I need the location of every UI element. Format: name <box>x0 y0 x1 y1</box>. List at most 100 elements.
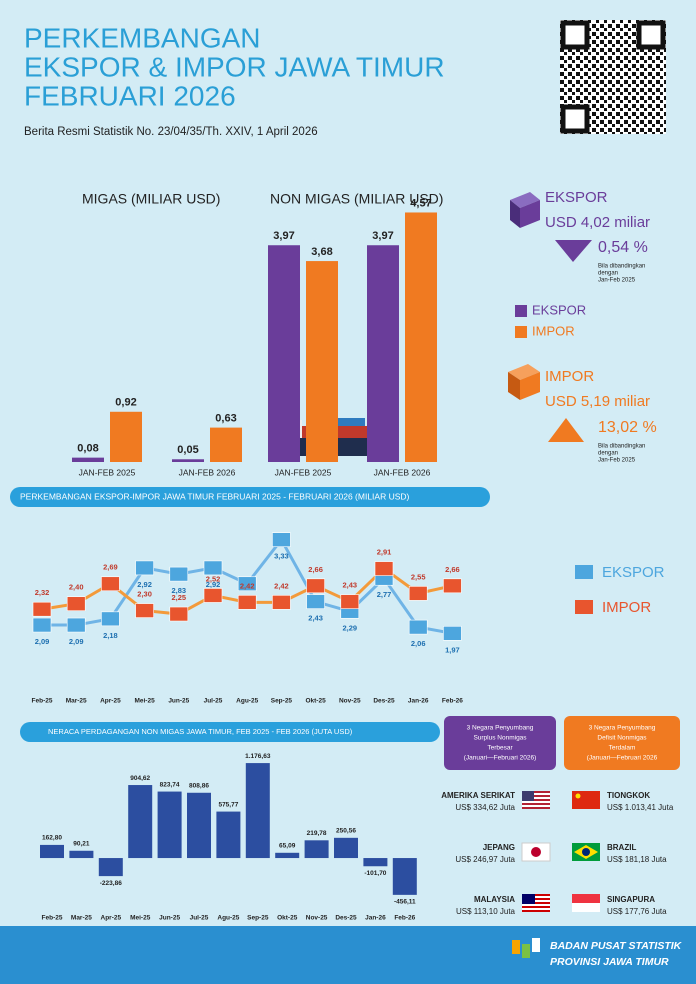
value-label: 0,63 <box>215 413 236 425</box>
value-label: 2,09 <box>69 637 84 646</box>
bar <box>72 457 104 462</box>
value-label: 2,43 <box>308 614 323 623</box>
subtitle: Berita Resmi Statistik No. 23/04/35/Th. … <box>24 126 318 138</box>
bar <box>157 791 182 859</box>
bar <box>275 852 300 859</box>
title-line: EKSPOR & IMPOR JAWA TIMUR <box>24 51 445 82</box>
value-label: 0,08 <box>77 443 98 455</box>
value-label: 4,57 <box>410 197 431 209</box>
partner-heading: Terdalam <box>609 745 636 752</box>
x-tick-label: Jun-25 <box>159 915 180 922</box>
value-label: 3,33 <box>274 552 289 561</box>
value-label: 2,29 <box>342 623 357 632</box>
qr-code <box>560 20 666 134</box>
point-marker <box>135 603 154 618</box>
point-marker <box>306 578 325 594</box>
point-marker <box>203 560 223 576</box>
value-label: 2,42 <box>274 581 289 590</box>
bar <box>216 811 241 859</box>
bar <box>367 245 399 462</box>
country-value: US$ 181,18 Juta <box>607 855 667 864</box>
legend-label: IMPOR <box>532 323 575 338</box>
value-label: 904,62 <box>130 775 150 782</box>
surplus-box <box>444 716 556 770</box>
summary-note: dengan <box>598 451 618 457</box>
value-label: 808,86 <box>189 782 209 789</box>
point-marker <box>32 601 52 617</box>
value-label: 250,56 <box>336 828 356 835</box>
x-tick-label: Sep-25 <box>271 698 293 705</box>
bar <box>363 858 388 867</box>
summary-label: IMPOR <box>545 368 594 385</box>
country-name: BRAZIL <box>607 843 636 852</box>
value-label: 2,09 <box>35 637 50 646</box>
value-label: 2,18 <box>103 631 118 640</box>
point-marker <box>408 586 428 601</box>
title-line: PERKEMBANGAN <box>24 22 261 53</box>
value-label: 65,09 <box>279 843 296 850</box>
summary-value: USD 5,19 miliar <box>545 393 650 410</box>
country-name: MALAYSIA <box>474 895 515 904</box>
value-label: 2,66 <box>308 565 323 574</box>
point-marker <box>169 566 189 582</box>
chart-title: NON MIGAS (MILIAR USD) <box>270 191 443 207</box>
x-tick-label: Des-25 <box>335 915 357 922</box>
x-tick-label: Okt-25 <box>277 915 298 922</box>
value-label: 2,30 <box>137 590 152 599</box>
country-name: JEPANG <box>483 843 515 852</box>
x-tick-label: Mei-25 <box>130 915 151 922</box>
country-value: US$ 177,76 Juta <box>607 907 667 916</box>
value-label: 2,43 <box>342 581 357 590</box>
partner-heading: (Januari—Februari 2026 <box>587 755 658 762</box>
x-tick-label: JAN-FEB 2025 <box>79 467 136 477</box>
country-value: US$ 246,97 Juta <box>455 855 515 864</box>
x-tick-label: JAN-FEB 2026 <box>179 467 236 477</box>
legend-swatch <box>575 600 593 614</box>
value-label: 0,92 <box>115 397 136 409</box>
balance-chart-banner <box>20 722 440 742</box>
value-label: -456,11 <box>394 899 416 906</box>
x-tick-label: Jun-25 <box>168 698 189 705</box>
bar <box>128 785 153 859</box>
country-name: TIONGKOK <box>607 791 650 800</box>
value-label: 2,25 <box>171 593 186 602</box>
summary-note: dengan <box>598 271 618 277</box>
summary-note: Bila dibandingkan <box>598 264 645 270</box>
value-label: 2,40 <box>69 583 84 592</box>
summary-change: 13,02 % <box>598 419 657 436</box>
summary-note: Bila dibandingkan <box>598 444 645 450</box>
country-name: SINGAPURA <box>607 895 655 904</box>
x-tick-label: Jul-25 <box>190 915 209 922</box>
x-tick-label: Jul-25 <box>204 698 223 705</box>
bar <box>405 212 437 462</box>
point-marker <box>66 596 86 612</box>
legend-swatch <box>515 326 527 338</box>
partner-heading: Terbesar <box>487 745 513 752</box>
value-label: 90,21 <box>73 840 90 847</box>
value-label: 2,69 <box>103 563 118 572</box>
x-tick-label: Des-25 <box>373 698 395 705</box>
x-tick-label: Jan-26 <box>408 698 429 705</box>
bar <box>187 792 211 859</box>
point-marker <box>443 625 462 641</box>
value-label: 2,92 <box>137 580 152 589</box>
legend-label: IMPOR <box>602 599 651 616</box>
summary-label: EKSPOR <box>545 189 608 206</box>
x-tick-label: Agu-25 <box>217 915 239 922</box>
bar <box>306 261 338 462</box>
footer-region: PROVINSI JAWA TIMUR <box>550 956 669 968</box>
value-label: 162,80 <box>42 835 62 842</box>
value-label: 2,91 <box>377 548 392 557</box>
x-tick-label: Feb-25 <box>42 915 63 922</box>
flags <box>521 791 600 912</box>
value-label: -223,86 <box>100 880 122 887</box>
legend-swatch <box>575 565 593 579</box>
summary-note: Jan-Feb 2025 <box>598 278 636 284</box>
point-marker <box>408 619 428 635</box>
x-tick-label: Feb-26 <box>394 915 415 922</box>
x-tick-label: Apr-25 <box>100 698 121 705</box>
bar <box>40 844 64 859</box>
summary-note: Jan-Feb 2025 <box>598 458 636 464</box>
value-label: 3,68 <box>311 246 332 258</box>
